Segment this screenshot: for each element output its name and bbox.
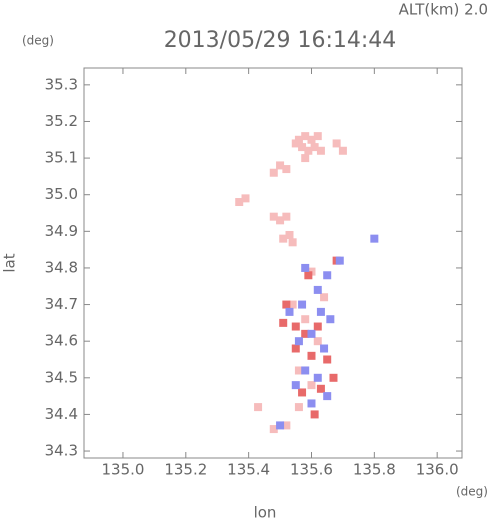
x-tick-label: 135.6: [290, 461, 333, 479]
x-tick-label: 136.0: [416, 461, 459, 479]
altitude-annotation: ALT(km) 2.0: [399, 1, 488, 19]
radar-cell: [301, 154, 310, 163]
x-tick-label: 135.2: [164, 461, 207, 479]
radar-cell: [316, 307, 325, 316]
radar-cell: [307, 351, 316, 360]
radar-cell: [276, 216, 285, 225]
radar-cell: [307, 329, 316, 338]
radar-cell: [254, 403, 263, 412]
radar-cell: [307, 381, 316, 390]
radar-cell: [291, 344, 300, 353]
x-axis-label: lon: [254, 504, 277, 521]
radar-cell: [326, 315, 335, 324]
radar-cell: [285, 307, 294, 316]
radar-cell: [282, 300, 291, 309]
y-tick-label: 34.8: [45, 258, 78, 276]
radar-cell: [310, 410, 319, 419]
radar-cell: [298, 143, 307, 152]
radar-cell: [298, 388, 307, 397]
radar-cell: [301, 263, 310, 272]
y-tick-label: 35.3: [45, 75, 78, 93]
radar-cell: [298, 300, 307, 309]
radar-cell: [313, 132, 322, 141]
y-axis-label: lat: [1, 253, 19, 272]
radar-cell: [241, 194, 250, 203]
radar-cell: [285, 230, 294, 239]
radar-cell: [304, 146, 313, 155]
radar-cell: [313, 373, 322, 382]
radar-cell: [323, 355, 332, 364]
y-tick-label: 34.7: [45, 295, 78, 313]
radar-cell: [307, 135, 316, 144]
radar-cell: [294, 366, 303, 375]
radar-cell: [323, 392, 332, 401]
y-tick-label: 35.1: [45, 149, 78, 167]
radar-cell: [269, 168, 278, 177]
radar-cell: [338, 146, 347, 155]
radar-cell: [269, 425, 278, 434]
radar-cell: [294, 337, 303, 346]
radar-cell: [316, 384, 325, 393]
radar-cell: [269, 212, 278, 221]
x-tick-label: 135.4: [227, 461, 270, 479]
radar-cell: [276, 421, 285, 430]
x-tick-label: 135.0: [101, 461, 144, 479]
radar-cell: [288, 300, 297, 309]
radar-cell: [282, 212, 291, 221]
y-tick-label: 34.3: [45, 442, 78, 460]
radar-cell: [276, 161, 285, 170]
y-unit: (deg): [22, 34, 54, 48]
radar-cell: [320, 344, 329, 353]
y-tick-label: 34.9: [45, 222, 78, 240]
radar-cell: [282, 165, 291, 174]
y-tick-label: 35.2: [45, 112, 78, 130]
chart-title: 2013/05/29 16:14:44: [164, 28, 397, 53]
y-tick-label: 34.4: [45, 405, 78, 423]
radar-cell: [301, 315, 310, 324]
radar-cell: [320, 293, 329, 302]
radar-cell: [370, 234, 379, 243]
radar-cell: [288, 238, 297, 247]
radar-cell: [323, 271, 332, 280]
radar-cell: [313, 322, 322, 331]
radar-cell: [301, 329, 310, 338]
radar-cell: [291, 322, 300, 331]
radar-cell: [279, 234, 288, 243]
x-unit: (deg): [456, 485, 488, 499]
radar-cell: [335, 256, 344, 265]
radar-cell: [316, 146, 325, 155]
y-tick-label: 34.5: [45, 368, 78, 386]
radar-cell: [291, 381, 300, 390]
radar-cell: [282, 421, 291, 430]
radar-cell: [329, 373, 338, 382]
radar-cell: [301, 366, 310, 375]
y-tick-label: 34.6: [45, 332, 78, 350]
radar-cell: [235, 198, 244, 207]
radar-cell: [301, 132, 310, 141]
y-tick-label: 35.0: [45, 185, 78, 203]
radar-cell: [279, 318, 288, 327]
radar-cell: [307, 399, 316, 408]
radar-cell: [310, 143, 319, 152]
radar-cell: [313, 337, 322, 346]
radar-cell: [304, 271, 313, 280]
radar-cell: [291, 139, 300, 148]
radar-cell: [332, 139, 341, 148]
x-tick-label: 135.8: [353, 461, 396, 479]
radar-cell: [313, 285, 322, 294]
plot-frame: [83, 67, 463, 459]
radar-cell: [294, 403, 303, 412]
